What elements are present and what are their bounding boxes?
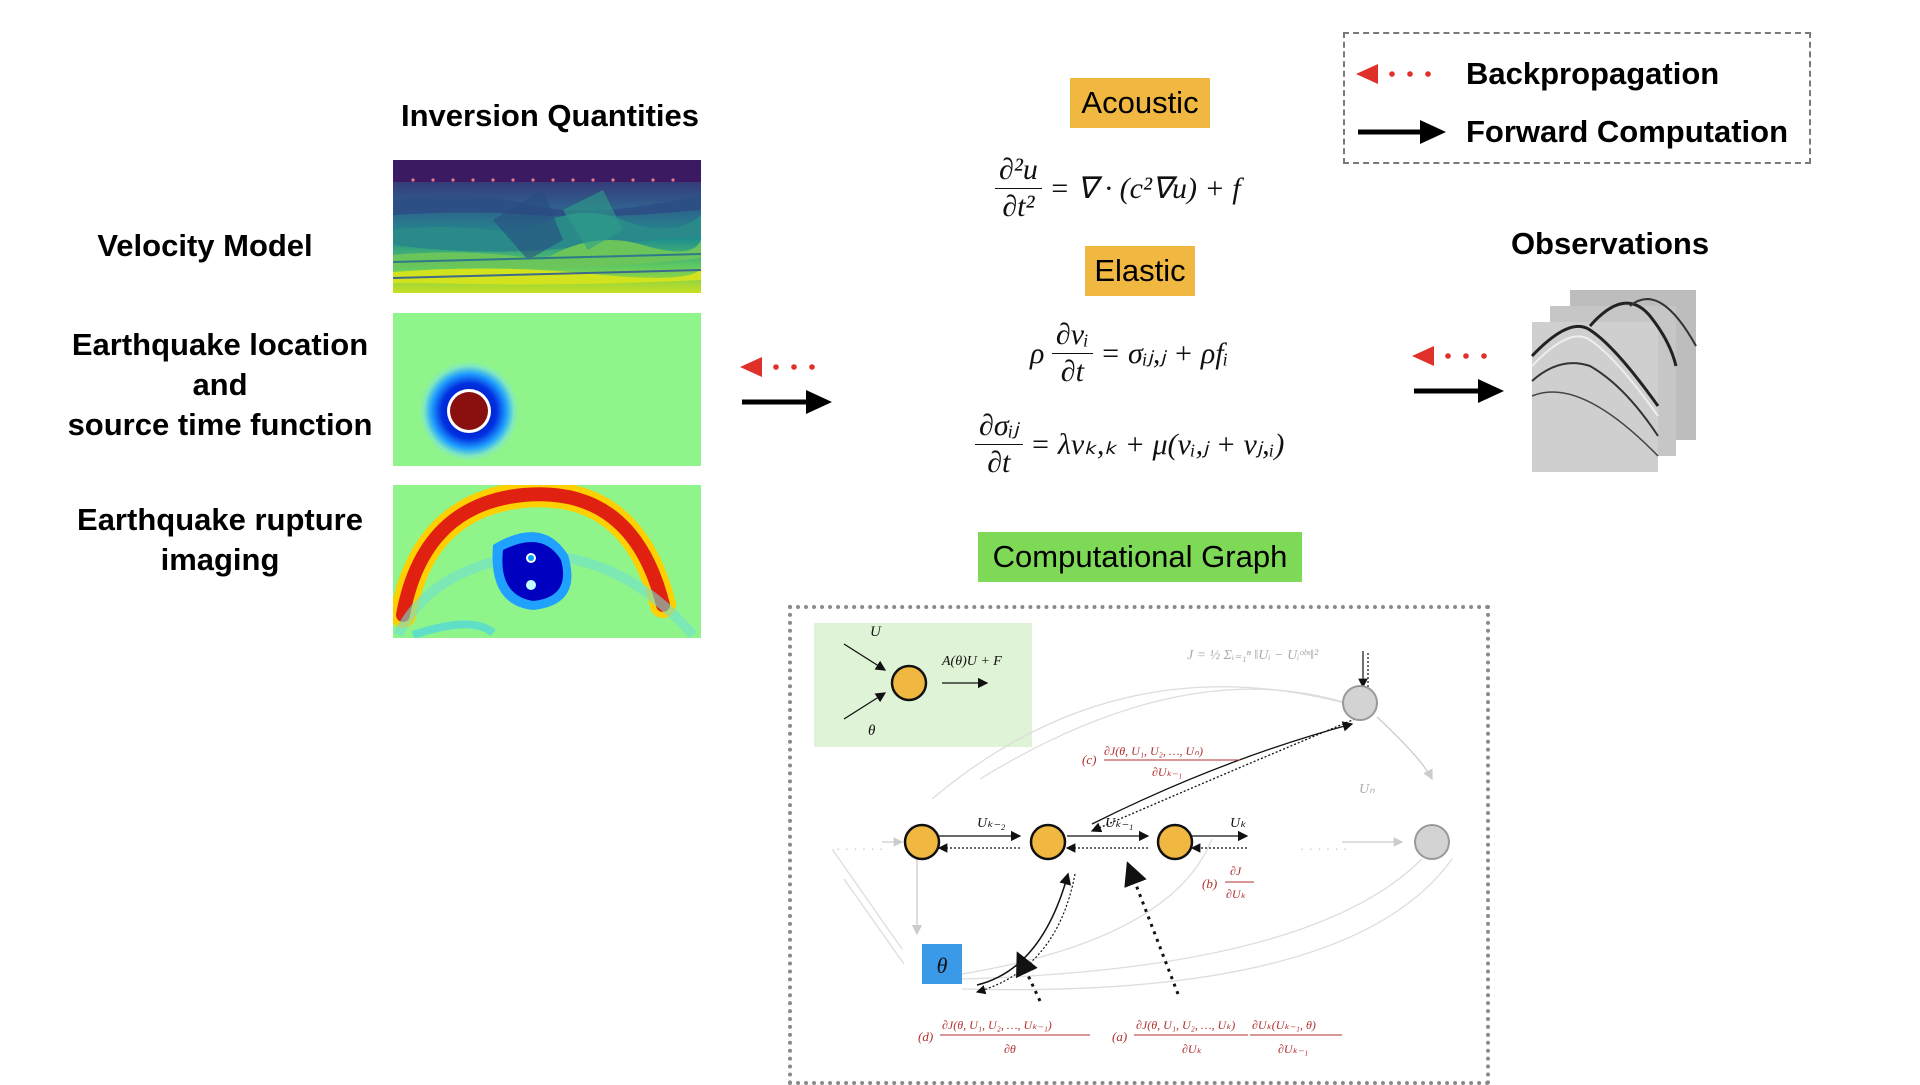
inset-node [890, 664, 928, 702]
label-a: (a) [1112, 1029, 1127, 1044]
backprop-arrow-head [740, 357, 762, 377]
edge-uk2-label: Uₖ₋₂ [977, 816, 1005, 831]
elastic-equation-2: ∂σᵢⱼ ∂t = λvₖ,ₖ + μ(vᵢ,ⱼ + vⱼ,ᵢ) [975, 408, 1284, 481]
d-denominator: ∂θ [1004, 1042, 1016, 1056]
observations-seismograms [1530, 290, 1697, 472]
node-k [1156, 823, 1194, 861]
node-theta [922, 944, 962, 984]
node-theta-label: θ [937, 953, 948, 978]
left-backprop-arrow [740, 357, 815, 377]
a-denominator-1: ∂Uₖ [1182, 1042, 1203, 1056]
loss-formula: J = ½ Σᵢ₌₁ⁿ ‖Uᵢ − Uᵢᵒᵇˢ‖² [1187, 648, 1319, 663]
a-numerator-2: ∂Uₖ(Uₖ₋₁, θ) [1252, 1018, 1316, 1032]
label-b: (b) [1202, 876, 1217, 891]
node-k-1 [1029, 823, 1067, 861]
earthquake-location-image [393, 313, 701, 466]
a-denominator-2: ∂Uₖ₋₁ [1278, 1042, 1308, 1056]
c-denominator: ∂Uₖ₋₁ [1152, 765, 1182, 779]
legend-backprop-label: Backpropagation [1466, 56, 1720, 91]
legend-forward-arrow [1358, 120, 1446, 144]
c-numerator: ∂J(θ, U₁, U₂, …, Uₙ) [1104, 744, 1203, 758]
observations-title: Observations [1510, 226, 1710, 261]
svg-text:· · · · · ·: · · · · · · [836, 840, 883, 856]
legend-forward-label: Forward Computation [1466, 114, 1789, 149]
inset-op-label: A(θ)U + F [941, 654, 1002, 669]
b-numerator: ∂J [1230, 864, 1242, 878]
elastic-tag: Elastic [1085, 246, 1195, 296]
velocity-model-label: Velocity Model [97, 228, 313, 263]
acoustic-equation: ∂²u ∂t² = ∇ · (c²∇u) + f [995, 152, 1241, 225]
velocity-model-image [393, 160, 701, 293]
right-backprop-arrow [1412, 346, 1487, 366]
label-d: (d) [918, 1029, 933, 1044]
svg-text:· · · · · ·: · · · · · · [1300, 840, 1347, 856]
computational-graph-tag: Computational Graph [978, 532, 1302, 582]
node-n [1414, 824, 1450, 860]
legend-backprop-arrow [1356, 64, 1431, 84]
b-denominator: ∂Uₖ [1226, 887, 1247, 901]
edge-uk1-label: Uₖ₋₁ [1105, 816, 1133, 831]
d-numerator: ∂J(θ, U₁, U₂, …, Uₖ₋₁) [942, 1018, 1052, 1032]
edge-uk-label: Uₖ [1230, 816, 1247, 831]
rupture-imaging-label: Earthquake rupture imaging [77, 502, 363, 577]
inversion-title: Inversion Quantities [400, 98, 699, 133]
node-k-2 [903, 823, 941, 861]
edge-un-label: Uₙ [1359, 782, 1375, 797]
inset-theta-label: θ [868, 723, 876, 739]
right-forward-arrow [1414, 379, 1504, 403]
label-c: (c) [1082, 752, 1096, 767]
a-numerator-1: ∂J(θ, U₁, U₂, …, Uₖ) [1136, 1018, 1235, 1032]
rupture-imaging-image [393, 485, 701, 638]
inset-u-label: U [870, 624, 882, 640]
computational-graph: U θ A(θ)U + F J = ½ Σᵢ₌₁ⁿ ‖Uᵢ − Uᵢᵒᵇˢ‖² … [814, 623, 1453, 1056]
elastic-equation-1: ρ ∂vᵢ ∂t = σᵢⱼ,ⱼ + ρfᵢ [1030, 318, 1229, 388]
left-forward-arrow [742, 390, 832, 414]
legend-box [1343, 32, 1811, 164]
acoustic-tag: Acoustic [1070, 78, 1210, 128]
earthquake-location-label: Earthquake location and source time func… [67, 327, 373, 442]
node-loss [1342, 685, 1378, 721]
